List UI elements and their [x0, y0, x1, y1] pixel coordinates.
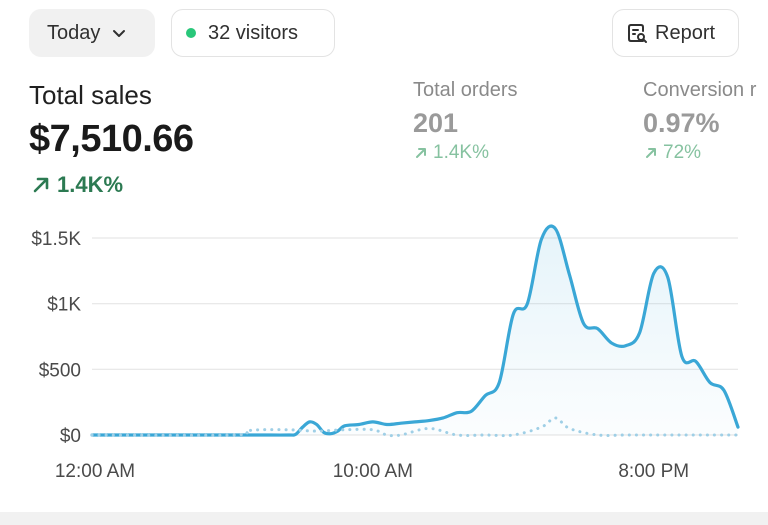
total-sales-label: Total sales	[29, 80, 152, 110]
visitors-chip[interactable]: 32 visitors	[171, 9, 335, 57]
bottom-bar	[0, 512, 768, 525]
report-label: Report	[655, 21, 716, 44]
y-tick-label: $1.5K	[31, 229, 81, 250]
total-sales-delta: 1.4K%	[31, 172, 123, 198]
visitors-label: 32 visitors	[208, 21, 299, 44]
arrow-up-right-icon	[416, 148, 426, 158]
x-tick-label: 10:00 AM	[333, 461, 413, 482]
total-sales-value: $7,510.66	[29, 118, 194, 160]
period-selector[interactable]: Today	[29, 9, 155, 57]
conversion-delta: 72%	[644, 142, 701, 164]
total-sales-delta-value: 1.4K%	[57, 172, 124, 197]
conversion-delta-value: 72%	[663, 142, 702, 163]
arrow-up-right-icon	[33, 177, 49, 193]
sales-area	[92, 226, 738, 436]
x-tick-label: 12:00 AM	[55, 461, 135, 482]
sales-series-line	[90, 224, 740, 437]
arrow-up-right-icon	[646, 148, 656, 158]
report-button[interactable]: Report	[612, 9, 739, 57]
comparison-series-line	[90, 416, 740, 438]
period-label: Today	[47, 21, 101, 44]
y-tick-label: $0	[60, 426, 81, 447]
x-tick-label: 8:00 PM	[618, 461, 689, 482]
total-orders-value: 201	[413, 108, 459, 138]
total-orders-label: Total orders	[413, 79, 518, 101]
report-icon	[628, 24, 647, 43]
chevron-down-icon	[113, 30, 126, 37]
y-tick-label: $1K	[47, 295, 81, 316]
conversion-label: Conversion r	[643, 79, 757, 101]
live-dot-icon	[186, 28, 196, 38]
y-tick-label: $500	[39, 360, 81, 381]
conversion-value: 0.97%	[643, 108, 720, 138]
sales-line-chart: $1.5K $1K $500 $0 12:00 AM 10:00 AM 8:00 PM	[31, 224, 740, 482]
total-orders-delta-value: 1.4K%	[433, 142, 489, 163]
total-orders-delta: 1.4K%	[414, 142, 489, 164]
